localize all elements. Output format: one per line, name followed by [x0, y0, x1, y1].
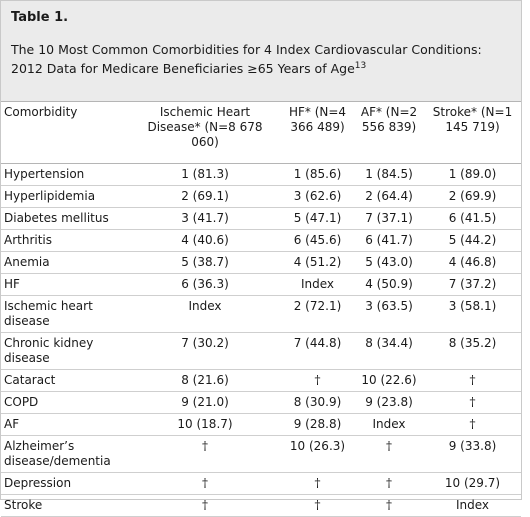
row-label: Diabetes mellitus: [1, 207, 129, 230]
cell-hf: 6 (45.6): [281, 229, 354, 252]
cell-hf: 10 (26.3): [281, 435, 354, 473]
row-label: Depression: [1, 472, 129, 495]
table-row: AF 10 (18.7) 9 (28.8) Index †: [1, 413, 521, 436]
cell-af: 2 (64.4): [354, 185, 424, 208]
row-label: COPD: [1, 391, 129, 414]
table-title: The 10 Most Common Comorbidities for 4 I…: [11, 40, 511, 78]
cell-af: †: [354, 472, 424, 495]
cell-ihd: 5 (38.7): [129, 251, 281, 274]
table-row: Anemia 5 (38.7) 4 (51.2) 5 (43.0) 4 (46.…: [1, 251, 521, 274]
cell-stroke: 3 (58.1): [424, 295, 521, 333]
cell-stroke: †: [424, 369, 521, 392]
table-row: Depression † † † 10 (29.7): [1, 472, 521, 495]
cell-ihd: 6 (36.3): [129, 273, 281, 296]
cell-af: 5 (43.0): [354, 251, 424, 274]
cell-af: 1 (84.5): [354, 163, 424, 186]
cell-hf: 1 (85.6): [281, 163, 354, 186]
cell-hf: 8 (30.9): [281, 391, 354, 414]
table-label: Table 1.: [11, 10, 69, 25]
cell-ihd: 3 (41.7): [129, 207, 281, 230]
table-caption: Table 1. The 10 Most Common Comorbiditie…: [1, 1, 521, 102]
cell-stroke: 9 (33.8): [424, 435, 521, 473]
row-label: Cataract: [1, 369, 129, 392]
reference-superscript: 13: [354, 60, 367, 71]
cell-hf: 2 (72.1): [281, 295, 354, 333]
cell-ihd: †: [129, 435, 281, 473]
cell-ihd: 2 (69.1): [129, 185, 281, 208]
cell-stroke: †: [424, 413, 521, 436]
cell-af: 3 (63.5): [354, 295, 424, 333]
table-row: Hypertension 1 (81.3) 1 (85.6) 1 (84.5) …: [1, 163, 521, 186]
cell-stroke: †: [424, 391, 521, 414]
table-row: Alzheimer’s disease/dementia † 10 (26.3)…: [1, 435, 521, 473]
table-row: COPD 9 (21.0) 8 (30.9) 9 (23.8) †: [1, 391, 521, 414]
cell-hf: 9 (28.8): [281, 413, 354, 436]
header-hf: HF* (N=4 366 489): [281, 102, 354, 164]
cell-hf: 3 (62.6): [281, 185, 354, 208]
cell-hf: †: [281, 369, 354, 392]
row-label: Stroke: [1, 494, 129, 517]
header-stroke: Stroke* (N=1 145 719): [424, 102, 521, 164]
table-row: Ischemic heart disease Index 2 (72.1) 3 …: [1, 295, 521, 333]
cell-af: †: [354, 435, 424, 473]
cell-stroke: 10 (29.7): [424, 472, 521, 495]
cell-stroke: 7 (37.2): [424, 273, 521, 296]
cell-af: Index: [354, 413, 424, 436]
row-label: Ischemic heart disease: [1, 295, 129, 333]
table-row: Chronic kidney disease 7 (30.2) 7 (44.8)…: [1, 332, 521, 370]
cell-hf: Index: [281, 273, 354, 296]
cell-ihd: 1 (81.3): [129, 163, 281, 186]
cell-ihd: 4 (40.6): [129, 229, 281, 252]
header-af: AF* (N=2 556 839): [354, 102, 424, 164]
cell-stroke: 4 (46.8): [424, 251, 521, 274]
cell-hf: 4 (51.2): [281, 251, 354, 274]
cell-ihd: 9 (21.0): [129, 391, 281, 414]
row-label: Hypertension: [1, 163, 129, 186]
cell-af: 7 (37.1): [354, 207, 424, 230]
cell-stroke: Index: [424, 494, 521, 517]
cell-hf: †: [281, 494, 354, 517]
cell-ihd: 8 (21.6): [129, 369, 281, 392]
cell-ihd: †: [129, 494, 281, 517]
table-row: HF 6 (36.3) Index 4 (50.9) 7 (37.2): [1, 273, 521, 296]
cell-ihd: 7 (30.2): [129, 332, 281, 370]
cell-af: 6 (41.7): [354, 229, 424, 252]
cell-stroke: 5 (44.2): [424, 229, 521, 252]
row-label: Alzheimer’s disease/dementia: [1, 435, 129, 473]
cell-af: 4 (50.9): [354, 273, 424, 296]
cell-af: †: [354, 494, 424, 517]
cell-hf: †: [281, 472, 354, 495]
row-label: Chronic kidney disease: [1, 332, 129, 370]
row-label: Anemia: [1, 251, 129, 274]
table-header-row: Comorbidity Ischemic Heart Disease* (N=8…: [1, 102, 521, 164]
cell-stroke: 1 (89.0): [424, 163, 521, 186]
cell-hf: 5 (47.1): [281, 207, 354, 230]
table-row: Diabetes mellitus 3 (41.7) 5 (47.1) 7 (3…: [1, 207, 521, 230]
table-row: Stroke † † † Index: [1, 494, 521, 517]
comorbidity-table: Comorbidity Ischemic Heart Disease* (N=8…: [1, 102, 521, 517]
table-row: Arthritis 4 (40.6) 6 (45.6) 6 (41.7) 5 (…: [1, 229, 521, 252]
cell-stroke: 2 (69.9): [424, 185, 521, 208]
table-row: Cataract 8 (21.6) † 10 (22.6) †: [1, 369, 521, 392]
table-row: Hyperlipidemia 2 (69.1) 3 (62.6) 2 (64.4…: [1, 185, 521, 208]
table-title-line-1: The 10 Most Common Comorbidities for 4 I…: [11, 42, 482, 57]
row-label: Arthritis: [1, 229, 129, 252]
cell-af: 10 (22.6): [354, 369, 424, 392]
cell-ihd: †: [129, 472, 281, 495]
table-title-line-2: 2012 Data for Medicare Beneficiaries ≥65…: [11, 61, 355, 76]
cell-hf: 7 (44.8): [281, 332, 354, 370]
header-ischemic-heart-disease: Ischemic Heart Disease* (N=8 678 060): [129, 102, 281, 164]
header-comorbidity: Comorbidity: [1, 102, 129, 164]
row-label: Hyperlipidemia: [1, 185, 129, 208]
row-label: HF: [1, 273, 129, 296]
cell-af: 8 (34.4): [354, 332, 424, 370]
cell-ihd: 10 (18.7): [129, 413, 281, 436]
cell-af: 9 (23.8): [354, 391, 424, 414]
row-label: AF: [1, 413, 129, 436]
cell-stroke: 8 (35.2): [424, 332, 521, 370]
cell-ihd: Index: [129, 295, 281, 333]
cell-stroke: 6 (41.5): [424, 207, 521, 230]
